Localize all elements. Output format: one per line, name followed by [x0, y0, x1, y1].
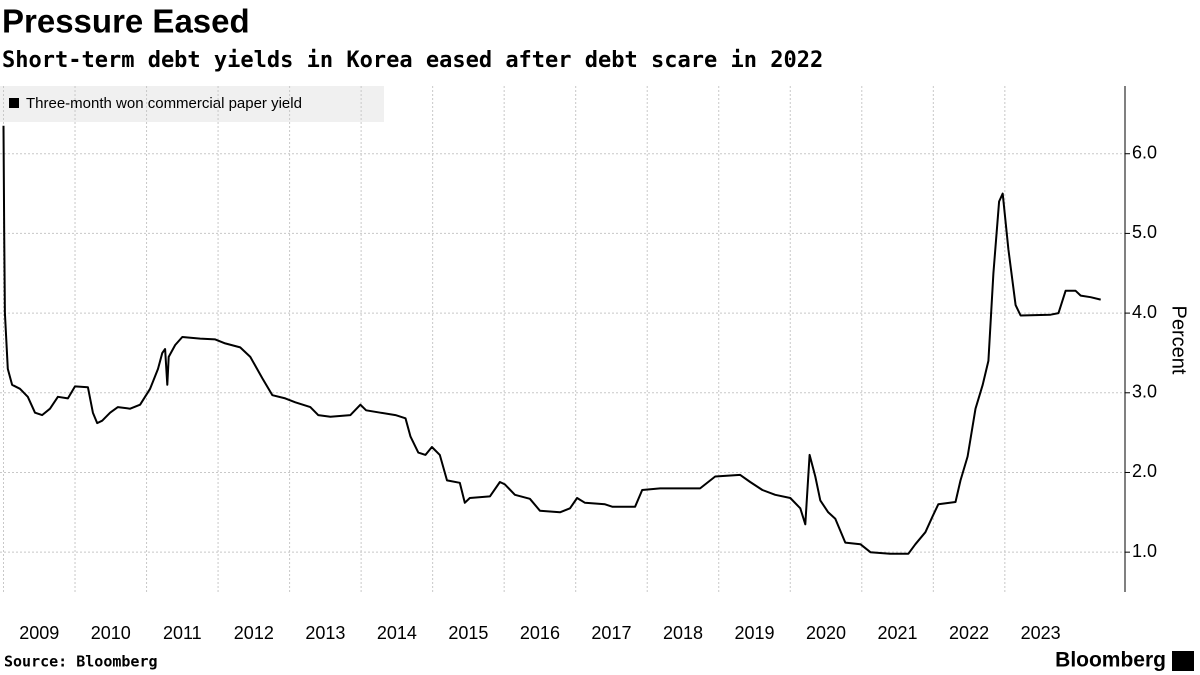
legend-box — [0, 86, 384, 122]
y-tick-label: 1.0 — [1132, 541, 1157, 561]
y-tick-label: 4.0 — [1132, 302, 1157, 322]
x-tick-label: 2015 — [448, 623, 488, 643]
x-tick-label: 2020 — [806, 623, 846, 643]
y-tick-label: 5.0 — [1132, 222, 1157, 242]
legend-swatch — [9, 98, 19, 108]
x-tick-label: 2011 — [163, 623, 202, 643]
logo-icon — [1172, 651, 1194, 671]
x-tick-label: 2017 — [591, 623, 631, 643]
x-tick-label: 2009 — [19, 623, 59, 643]
x-tick-label: 2010 — [91, 623, 131, 643]
x-tick-label: 2013 — [305, 623, 345, 643]
x-tick-label: 2019 — [734, 623, 774, 643]
logo: Bloomberg — [1055, 649, 1166, 672]
chart-subtitle: Short-term debt yields in Korea eased af… — [2, 48, 823, 73]
x-tick-label: 2023 — [1021, 623, 1061, 643]
x-tick-label: 2012 — [234, 623, 274, 643]
x-tick-label: 2014 — [377, 623, 417, 643]
y-tick-label: 6.0 — [1132, 142, 1157, 162]
y-tick-label: 3.0 — [1132, 382, 1157, 402]
y-axis-label: Percent — [1168, 306, 1190, 375]
x-tick-label: 2016 — [520, 623, 560, 643]
x-tick-label: 2021 — [878, 623, 918, 643]
line — [2, 125, 1101, 555]
source: Source: Bloomberg — [4, 653, 158, 671]
x-tick-label: 2022 — [949, 623, 989, 643]
x-tick-label: 2018 — [663, 623, 703, 643]
chart-title: Pressure Eased — [2, 3, 250, 40]
legend-label: Three-month won commercial paper yield — [26, 95, 302, 112]
y-tick-label: 2.0 — [1132, 461, 1157, 481]
